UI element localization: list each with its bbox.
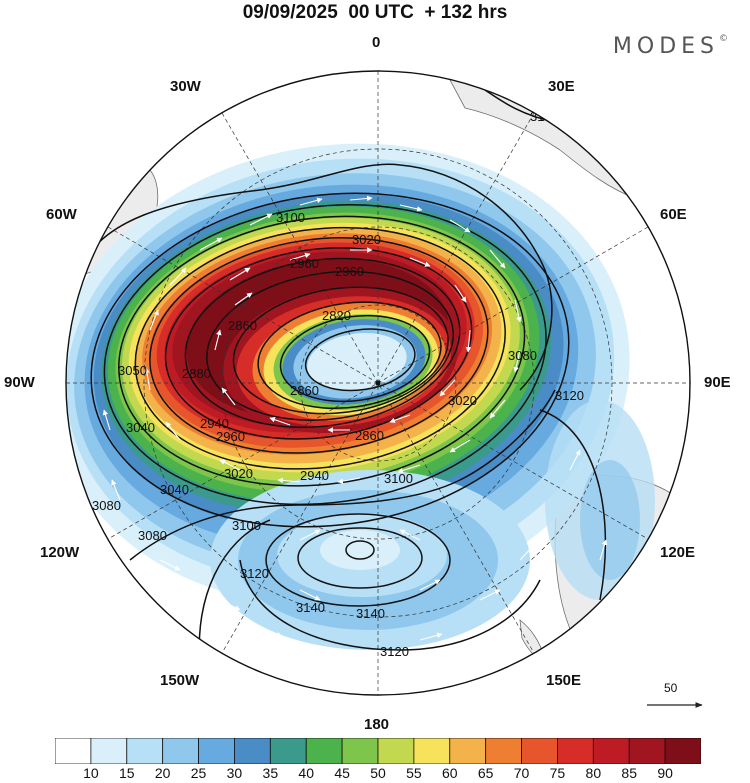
- contour-label: 3100: [232, 518, 261, 533]
- lon-label-30w: 30W: [170, 78, 201, 95]
- colorbar-swatch: [198, 738, 235, 764]
- colorbar-tick-label: 80: [585, 765, 602, 781]
- colorbar-swatch: [413, 738, 451, 764]
- contour-label: 2820: [322, 308, 351, 323]
- contour-label: 2940: [200, 416, 229, 431]
- colorbar-swatch: [592, 738, 630, 764]
- wind-reference-label: 50: [664, 681, 678, 695]
- colorbar-tick-label: 75: [549, 765, 566, 781]
- colorbar-tick-label: 55: [406, 765, 422, 781]
- contour-label: 3020: [448, 393, 477, 408]
- colorbar-swatch: [90, 738, 128, 764]
- contour-label: 3120: [240, 566, 269, 581]
- colorbar-swatch: [305, 738, 343, 764]
- colorbar-tick-label: 85: [621, 765, 638, 781]
- colorbar-tick-label: 35: [262, 765, 279, 781]
- colorbar-swatch: [162, 738, 199, 764]
- contour-label: 3140: [356, 606, 385, 621]
- lon-label-30e: 30E: [548, 78, 575, 95]
- colorbar-swatch: [55, 738, 92, 764]
- colorbar-swatch: [341, 738, 379, 764]
- colorbar-swatch: [628, 738, 666, 764]
- colorbar: [55, 738, 701, 764]
- lon-label-120e: 120E: [660, 544, 696, 561]
- contour-label: 2960: [335, 264, 364, 279]
- lon-label-0: 0: [372, 34, 381, 51]
- colorbar-swatch: [126, 738, 164, 764]
- contour-label: 3080: [508, 348, 537, 363]
- contour-label: 3100: [384, 471, 413, 486]
- colorbar-tick-label: 65: [477, 765, 494, 781]
- contour-label: 2940: [300, 468, 329, 483]
- colorbar-tick-label: 10: [83, 765, 99, 781]
- height-contours: [79, 89, 607, 661]
- contour-label: 2960: [216, 429, 245, 444]
- colorbar-swatch: [234, 738, 271, 764]
- map-border: [65, 70, 691, 696]
- colorbar-swatch: [269, 738, 307, 764]
- lon-label-150w: 150W: [160, 672, 200, 689]
- lon-label-180: 180: [364, 716, 390, 733]
- contour-label: 3050: [118, 363, 147, 378]
- contour-label: 3140: [296, 600, 325, 615]
- colorbar-tick-label: 50: [370, 765, 386, 781]
- lon-label-120w: 120W: [40, 544, 80, 561]
- contour-label: 3080: [92, 498, 121, 513]
- colorbar-swatch: [664, 738, 701, 764]
- colorbar-tick-label: 70: [513, 765, 530, 781]
- south-pole-dot: [375, 380, 381, 386]
- colorbar-labels: 10 15 20 25 30 35 40 45 50 55 60 65 70 75 80 85 90: [0, 765, 750, 783]
- wind-reference-arrow: [647, 702, 703, 708]
- lon-label-90w: 90W: [4, 374, 35, 391]
- contour-label: 2860: [355, 428, 384, 443]
- contour-label: 3100: [530, 109, 559, 124]
- lon-label-150e: 150E: [546, 672, 582, 689]
- colorbar-swatch: [449, 738, 487, 764]
- colorbar-tick-label: 30: [226, 765, 243, 781]
- colorbar-tick-label: 25: [190, 765, 207, 781]
- contour-label: 2860: [228, 318, 257, 333]
- southern-low-shading: [210, 470, 530, 650]
- contour-label: 3080: [138, 528, 167, 543]
- lon-label-90e: 90E: [704, 374, 731, 391]
- contour-label: 3020: [224, 466, 253, 481]
- colorbar-tick-label: 90: [657, 765, 673, 781]
- contour-label: 3120: [555, 388, 584, 403]
- colorbar-tick-label: 20: [154, 765, 171, 781]
- colorbar-tick-label: 40: [298, 765, 315, 781]
- wind-vectors: [102, 195, 608, 641]
- colorbar-swatch: [377, 738, 415, 764]
- brand-name: MODES: [612, 34, 719, 59]
- contour-label: 3100: [276, 210, 305, 225]
- contour-label: 3020: [352, 232, 381, 247]
- colorbar-swatch: [557, 738, 594, 764]
- contour-label: 3040: [160, 482, 189, 497]
- brand-logo: MODES©: [613, 34, 728, 59]
- colorbar-tick-label: 45: [334, 765, 350, 781]
- lon-label-60e: 60E: [660, 206, 687, 223]
- forecast-title: 09/09/2025 00 UTC + 132 hrs: [242, 2, 508, 23]
- contour-label: 2880: [182, 366, 211, 381]
- contour-label: 2960: [290, 256, 319, 271]
- contour-label: 3040: [126, 420, 155, 435]
- colorbar-tick-label: 60: [441, 765, 458, 781]
- contour-label: 3120: [380, 644, 409, 659]
- colorbar-swatch: [485, 738, 522, 764]
- lon-label-60w: 60W: [46, 206, 77, 223]
- colorbar-tick-label: 15: [118, 765, 135, 781]
- copyright-mark: ©: [719, 34, 728, 44]
- colorbar-swatch: [521, 738, 558, 764]
- contour-label: 2860: [290, 383, 319, 398]
